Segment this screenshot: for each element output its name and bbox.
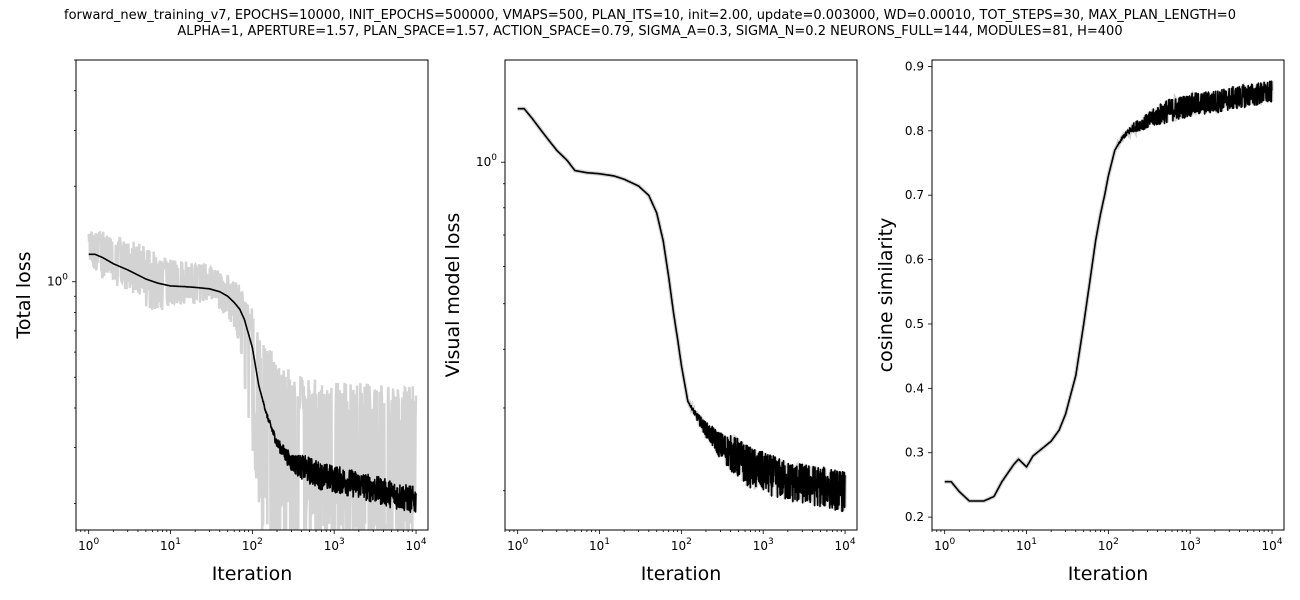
x-tick-label: 104 — [406, 537, 427, 553]
axes-frame — [504, 59, 858, 531]
plot-area-3 — [944, 80, 1274, 503]
figure-title-line-2: ALPHA=1, APERTURE=1.57, PLAN_SPACE=1.57,… — [177, 24, 1123, 39]
x-tick-label: 103 — [1180, 537, 1201, 553]
mean-line — [88, 253, 417, 514]
chart-panel-2: 100 101 102 103 104 100 Iteration Visual model … — [442, 59, 858, 585]
x-axis-label: Iteration — [1068, 563, 1149, 585]
variance-band — [944, 81, 1274, 503]
mean-line — [944, 80, 1273, 502]
variance-band — [87, 230, 418, 530]
x-tick-label: 102 — [1098, 537, 1119, 553]
mean-line — [517, 107, 846, 513]
x-tick-label: 104 — [835, 537, 856, 553]
figure-title-line-1: forward_new_training_v7, EPOCHS=10000, I… — [64, 8, 1236, 23]
chart-panel-3: 100 101 102 103 104 0.2 0.3 0.4 0.5 0.6 0.7 0.8 0.9 I… — [875, 59, 1285, 585]
x-axis-label: Iteration — [641, 563, 722, 585]
plot-area-1 — [87, 230, 418, 530]
chart-panel-1: 100 101 102 103 104 100 Iteration Total loss — [13, 59, 429, 585]
x-tick-label: 100 — [934, 537, 955, 553]
x-tick-label: 100 — [507, 537, 528, 553]
y-tick-label: 100 — [476, 153, 497, 169]
x-tick-label: 104 — [1262, 537, 1283, 553]
x-tick-label: 101 — [589, 537, 610, 553]
y-tick-label: 0.7 — [905, 188, 924, 202]
x-tick-label: 101 — [1016, 537, 1037, 553]
x-tick-label: 103 — [753, 537, 774, 553]
x-tick-label: 102 — [671, 537, 692, 553]
y-tick-label: 0.6 — [905, 253, 924, 267]
y-tick-label: 0.2 — [905, 510, 924, 524]
y-tick-label: 0.3 — [905, 446, 924, 460]
y-axis-label: cosine similarity — [875, 218, 897, 373]
x-tick-label: 103 — [324, 537, 345, 553]
y-axis-label: Visual model loss — [442, 213, 464, 378]
plot-area-2 — [517, 106, 847, 513]
figure-title: forward_new_training_v7, EPOCHS=10000, I… — [0, 8, 1300, 40]
y-axis-label: Total loss — [13, 251, 35, 339]
variance-band — [517, 106, 847, 512]
x-tick-label: 101 — [160, 537, 181, 553]
y-tick-label: 0.9 — [905, 59, 924, 73]
x-axis-label: Iteration — [212, 563, 293, 585]
y-tick-label: 0.4 — [905, 381, 924, 395]
x-tick-label: 102 — [242, 537, 263, 553]
y-tick-label: 0.5 — [905, 317, 924, 331]
y-tick-label: 100 — [47, 273, 68, 289]
axes-frame — [931, 59, 1285, 531]
x-tick-label: 100 — [78, 537, 99, 553]
y-tick-label: 0.8 — [905, 124, 924, 138]
